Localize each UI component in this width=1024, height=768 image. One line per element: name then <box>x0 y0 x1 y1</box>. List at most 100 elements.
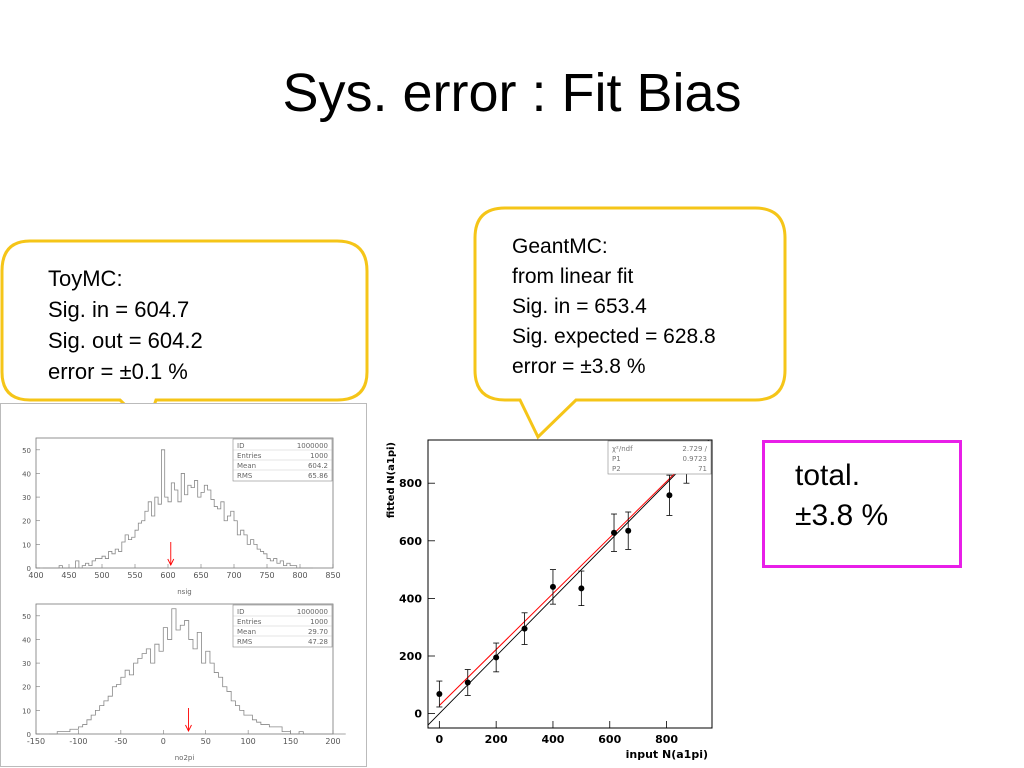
data-point <box>625 527 632 534</box>
geantmc-line-1: GeantMC: <box>512 235 608 258</box>
fit-stats-value: 71 <box>698 465 707 473</box>
toymc-line-1: ToyMC: <box>48 266 123 291</box>
stats-value: 604.2 <box>308 462 328 470</box>
y-tick-label: 30 <box>22 660 31 668</box>
data-point <box>666 492 673 499</box>
x-tick-label: 0 <box>436 733 444 746</box>
stats-value: 1000 <box>310 618 328 626</box>
x-tick-label: 700 <box>226 571 241 580</box>
stats-value: 1000000 <box>297 608 328 616</box>
stats-label: ID <box>237 442 244 450</box>
stats-value: 47.28 <box>308 638 328 646</box>
stats-label: Mean <box>237 628 256 636</box>
histogram-outline <box>48 608 346 735</box>
stats-label: Entries <box>237 618 262 626</box>
x-tick-label: 0 <box>161 737 166 746</box>
y-tick-label: 0 <box>27 565 31 573</box>
y-tick-label: 40 <box>22 470 31 478</box>
geantmc-line-5: error = ±3.8 % <box>512 355 646 378</box>
x-tick-label: 500 <box>94 571 109 580</box>
histogram-nsig: 400 450 500 550 600 650 700 750 800 850 0 10 20 30 40 5… <box>22 437 341 596</box>
x-tick-label: 150 <box>283 737 298 746</box>
mean-arrowhead <box>167 558 175 567</box>
y-tick-label: 600 <box>399 535 422 548</box>
x-tick-label: 800 <box>292 571 307 580</box>
y-tick-label: 10 <box>22 541 31 549</box>
x-tick-label: 200 <box>325 737 340 746</box>
stats-value: 1000 <box>310 452 328 460</box>
y-tick-label: 20 <box>22 518 31 526</box>
fit-stats-box <box>607 440 712 475</box>
y-tick-label: 30 <box>22 494 31 502</box>
y-tick-label: 50 <box>22 447 31 455</box>
x-tick-label: -50 <box>114 737 127 746</box>
x-tick-label: 750 <box>259 571 274 580</box>
histogram-no2pi: -150 -100 -50 0 50 100 150 200 0 10 20 30 40 50 ID 1000… <box>22 603 346 762</box>
stats-value: 1000000 <box>297 442 328 450</box>
fit-stats-label: χ²/ndf <box>612 445 633 453</box>
x-tick-label: 600 <box>598 733 621 746</box>
geantmc-callout-text: GeantMC: from linear fit Sig. in = 653.4… <box>512 232 716 382</box>
hist-frame <box>35 603 334 735</box>
data-point <box>464 679 471 686</box>
stats-label: ID <box>237 608 244 616</box>
x-tick-label: 400 <box>541 733 564 746</box>
x-tick-label: -100 <box>69 737 87 746</box>
fit-line <box>439 453 696 706</box>
histogram-panel: 400 450 500 550 600 650 700 750 800 8500102030405… <box>0 403 367 767</box>
geantmc-line-3: Sig. in = 653.4 <box>512 295 647 318</box>
slide-title: Sys. error : Fit Bias <box>282 63 742 123</box>
stats-label: Mean <box>237 462 256 470</box>
data-point <box>436 691 443 698</box>
scatter-fit-chart: 0 200 400 600 800 0 200 400 600 800 χ²/ndf 2.729 / P… <box>386 439 713 761</box>
x-axis-label: nsig <box>177 588 191 596</box>
toymc-line-4: error = ±0.1 % <box>48 359 188 384</box>
scatter-frame <box>427 439 713 729</box>
x-tick-label: 650 <box>193 571 208 580</box>
data-point <box>578 585 585 592</box>
x-tick-label: 200 <box>485 733 508 746</box>
x-tick-label: 600 <box>160 571 175 580</box>
stats-label: Entries <box>237 452 262 460</box>
geantmc-line-2: from linear fit <box>512 265 634 288</box>
x-tick-label: 450 <box>61 571 76 580</box>
mean-arrowhead <box>185 724 192 733</box>
fit-stats-label: P1 <box>612 455 621 463</box>
x-tick-label: 850 <box>325 571 340 580</box>
x-tick-label: 50 <box>201 737 211 746</box>
fit-stats-value: 0.9723 <box>683 455 708 463</box>
x-tick-label: -150 <box>27 737 45 746</box>
y-tick-label: 10 <box>22 707 31 715</box>
stats-label: RMS <box>237 638 253 646</box>
total-error-box <box>762 440 962 568</box>
stats-value: 29.70 <box>308 628 328 636</box>
data-point <box>521 625 528 632</box>
histogram-outline <box>42 449 314 569</box>
x-tick-label: 100 <box>241 737 256 746</box>
x-tick-label: 400 <box>28 571 43 580</box>
toymc-callout-text: ToyMC: Sig. in = 604.7 Sig. out = 604.2 … <box>48 263 203 387</box>
stats-label: RMS <box>237 472 253 480</box>
hist-frame <box>35 437 334 569</box>
x-tick-label: 800 <box>655 733 678 746</box>
x-tick-label: 550 <box>127 571 142 580</box>
fit-stats-value: 2.729 / <box>682 445 707 453</box>
identity-line <box>427 439 710 726</box>
y-tick-label: 50 <box>22 613 31 621</box>
data-point <box>493 654 500 661</box>
total-error-text: total. ±3.8 % <box>795 456 888 536</box>
y-tick-label: 200 <box>399 650 422 663</box>
y-tick-label: 400 <box>399 592 422 605</box>
x-axis-label: input N(a1pi) <box>626 748 708 761</box>
y-tick-label: 0 <box>414 708 422 721</box>
data-point <box>549 583 556 590</box>
toymc-line-3: Sig. out = 604.2 <box>48 328 203 353</box>
y-tick-label: 0 <box>27 731 31 739</box>
x-axis-label: no2pi <box>175 754 195 762</box>
total-line-1: total. <box>795 459 861 492</box>
total-line-2: ±3.8 % <box>795 499 889 532</box>
scatter-panel: 0 200 400 600 800 0 200 400 600 800 χ²/ndf 2.729 / P… <box>386 439 713 761</box>
stats-value: 65.86 <box>308 472 329 480</box>
geantmc-line-4: Sig. expected = 628.8 <box>512 325 716 348</box>
data-point <box>611 529 618 536</box>
